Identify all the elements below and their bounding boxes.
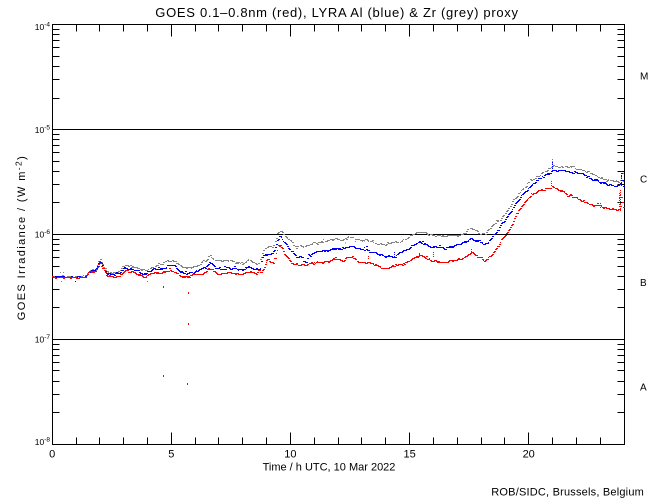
svg-text:10-5: 10-5 xyxy=(35,125,51,136)
svg-text:5: 5 xyxy=(168,449,174,461)
svg-text:C: C xyxy=(640,175,647,186)
svg-text:15: 15 xyxy=(403,449,415,461)
svg-text:20: 20 xyxy=(523,449,535,461)
svg-text:10: 10 xyxy=(284,449,296,461)
svg-text:M: M xyxy=(640,72,648,83)
svg-text:B: B xyxy=(640,278,647,289)
svg-text:10-7: 10-7 xyxy=(35,334,51,345)
svg-text:10-4: 10-4 xyxy=(35,22,51,33)
svg-text:GOES Irradiance / (W m-2): GOES Irradiance / (W m-2) xyxy=(14,155,29,320)
svg-text:GOES 0.1–0.8nm (red), LYRA Al: GOES 0.1–0.8nm (red), LYRA Al (blue) & Z… xyxy=(155,5,518,20)
svg-text:A: A xyxy=(640,382,647,393)
svg-text:10-8: 10-8 xyxy=(35,437,51,448)
svg-text:ROB/SIDC, Brussels, Belgium: ROB/SIDC, Brussels, Belgium xyxy=(491,486,644,498)
svg-text:10-6: 10-6 xyxy=(35,229,51,240)
svg-text:Time / h UTC, 10 Mar 2022: Time / h UTC, 10 Mar 2022 xyxy=(263,462,396,474)
svg-text:0: 0 xyxy=(49,449,55,461)
